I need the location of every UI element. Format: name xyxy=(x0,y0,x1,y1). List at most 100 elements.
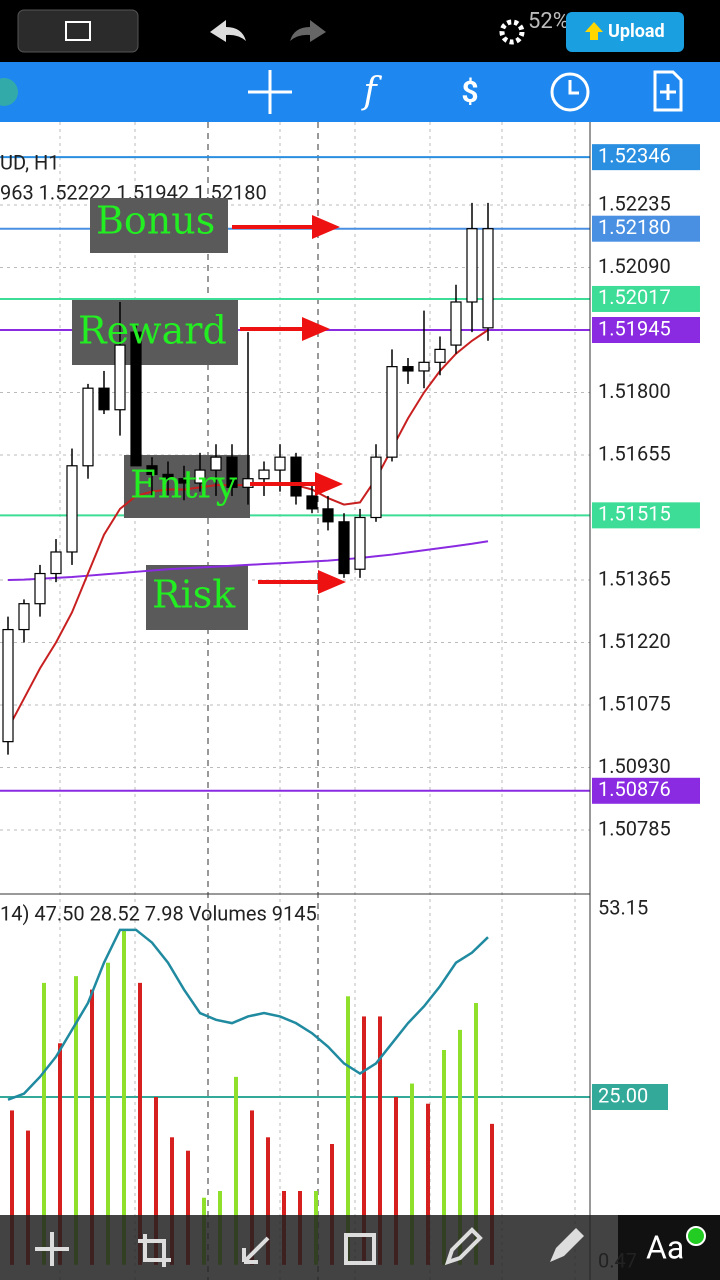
candle-body xyxy=(98,387,110,411)
candle-body xyxy=(418,361,430,372)
symbol-label: UD, H1 xyxy=(0,150,60,174)
volume-bar xyxy=(10,1110,14,1265)
indicator-tag xyxy=(592,1084,668,1110)
text-tool-indicator xyxy=(686,1226,706,1246)
volume-bar xyxy=(122,929,126,1265)
level-tag xyxy=(592,502,700,529)
upload-label: Upload xyxy=(608,21,665,42)
crop-tool[interactable] xyxy=(138,1234,171,1267)
candle-body xyxy=(66,465,78,553)
indicator-header: 14) 47.50 28.52 7.98 Volumes 9145 xyxy=(0,901,317,925)
candle-body xyxy=(18,603,30,631)
marker-tool[interactable] xyxy=(550,1228,584,1262)
candle-body xyxy=(338,521,350,575)
clock-hands xyxy=(568,80,579,95)
candle-body xyxy=(114,344,126,411)
candle-body xyxy=(226,456,238,488)
gallery-icon xyxy=(65,21,91,41)
level-label: 1.52346 xyxy=(598,143,671,167)
grid xyxy=(0,122,590,1280)
indicator-line xyxy=(7,928,489,1101)
candle-body xyxy=(162,473,174,480)
volume-bar xyxy=(186,1150,190,1265)
timeframe-button[interactable] xyxy=(550,72,590,112)
undo-button[interactable] xyxy=(210,20,246,42)
candle-body xyxy=(2,628,14,743)
indicator-label: 0.47 xyxy=(598,1248,637,1272)
redo-button[interactable] xyxy=(290,20,326,42)
annotation-box xyxy=(72,300,238,365)
arrow-tool[interactable] xyxy=(242,1236,270,1264)
rect-tool[interactable] xyxy=(344,1233,376,1265)
arrows xyxy=(232,215,346,594)
candle-body xyxy=(178,478,190,484)
price-label: 1.52090 xyxy=(598,254,671,278)
menu-icon[interactable] xyxy=(0,78,18,106)
price-label: 1.51365 xyxy=(598,566,671,590)
annotation-bonus: Bonus xyxy=(96,199,215,243)
arrow xyxy=(232,215,340,239)
annotations xyxy=(72,198,250,630)
candle-body xyxy=(466,228,478,303)
price-label: 1.51655 xyxy=(598,441,671,465)
arrow xyxy=(258,570,346,594)
volume-bar xyxy=(170,1137,174,1265)
move-tool[interactable] xyxy=(35,1232,69,1266)
gallery-button[interactable] xyxy=(17,9,139,53)
trade-button[interactable]: $ xyxy=(461,75,478,110)
level-tag xyxy=(592,317,700,343)
annotation-box xyxy=(90,198,228,253)
volume-bar xyxy=(154,1097,158,1265)
annotation-entry: Entry xyxy=(130,463,238,507)
annotation-reward: Reward xyxy=(78,309,227,353)
text-tool[interactable]: Aa xyxy=(646,1228,684,1266)
upload-button[interactable] xyxy=(566,12,684,52)
candle-body xyxy=(482,228,494,329)
level-tag xyxy=(592,144,700,171)
crosshair-button[interactable] xyxy=(248,70,292,114)
arrow xyxy=(240,317,330,341)
settings-button[interactable] xyxy=(499,19,525,45)
annotation-box xyxy=(146,565,248,630)
volume-bar xyxy=(410,1083,414,1265)
level-label: 1.52180 xyxy=(598,215,671,239)
candle-body xyxy=(306,495,318,510)
volume-bar xyxy=(42,982,46,1265)
candle-body xyxy=(402,366,414,372)
level-tag xyxy=(592,777,700,804)
price-label: 1.50785 xyxy=(598,816,671,840)
volume-bar xyxy=(330,1143,334,1265)
level-tag xyxy=(592,285,700,312)
upload-icon xyxy=(585,22,603,40)
level-label: 1.52017 xyxy=(598,285,671,309)
candle-body xyxy=(290,456,302,497)
volume-bar xyxy=(234,1076,238,1265)
price-label: 1.51075 xyxy=(598,691,671,715)
volume-bar xyxy=(74,976,78,1265)
volume-bar xyxy=(378,1016,382,1265)
candle-body xyxy=(194,469,206,484)
level-label: 1.50876 xyxy=(598,777,671,801)
volume-bar xyxy=(90,989,94,1265)
volume-bar xyxy=(346,996,350,1265)
volume-bar xyxy=(58,1043,62,1265)
candle-body xyxy=(322,508,334,523)
drawing-toolbar xyxy=(0,1215,720,1280)
price-label: 1.51800 xyxy=(598,379,671,403)
volume-bar xyxy=(106,962,110,1265)
pencil-tool[interactable] xyxy=(444,1227,483,1266)
candle-body xyxy=(34,572,46,605)
candle-body xyxy=(210,456,222,471)
volume-bar xyxy=(458,1029,462,1265)
candle-body xyxy=(50,551,62,575)
new-order-button[interactable] xyxy=(653,70,683,112)
indicator-label: 25.00 xyxy=(598,1083,648,1107)
battery: 52% xyxy=(528,9,569,34)
candle-body xyxy=(146,465,158,475)
annotation-texts: Bonus Reward Entry Risk xyxy=(78,199,238,617)
level-tag xyxy=(592,215,700,242)
toolbar xyxy=(0,62,720,122)
candle-body xyxy=(82,387,94,467)
